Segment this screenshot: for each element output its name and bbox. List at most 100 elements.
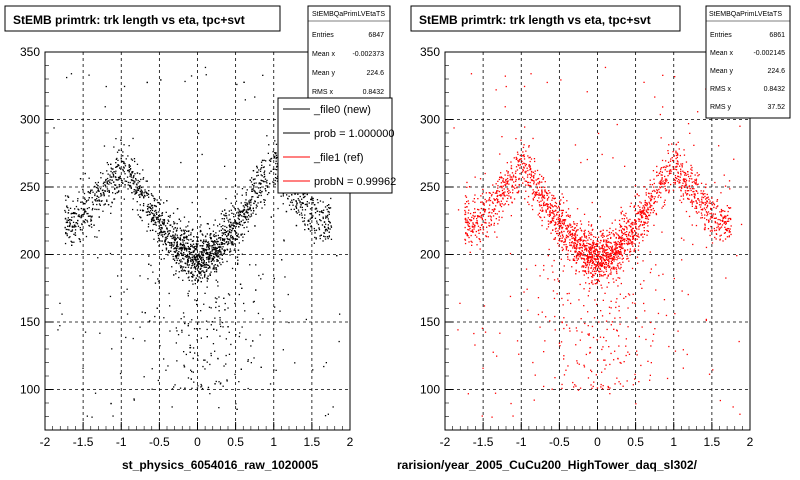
data-point — [176, 234, 178, 236]
data-point — [502, 178, 505, 180]
data-point — [157, 219, 159, 221]
data-point — [282, 193, 284, 195]
data-point — [176, 360, 178, 362]
data-point — [263, 176, 265, 178]
data-point — [164, 239, 167, 241]
data-point — [608, 231, 610, 233]
data-point — [296, 212, 298, 214]
data-point — [183, 269, 185, 272]
data-point — [663, 299, 666, 301]
data-point — [89, 225, 91, 227]
data-point — [187, 230, 190, 233]
data-point — [216, 255, 218, 258]
data-point — [183, 216, 186, 218]
data-point — [619, 223, 621, 225]
data-point — [191, 262, 193, 265]
data-point — [208, 257, 211, 259]
data-point — [625, 239, 628, 242]
data-point — [573, 221, 575, 223]
data-point — [553, 238, 555, 240]
data-point — [220, 253, 222, 255]
data-point — [501, 177, 503, 179]
data-point — [214, 241, 217, 243]
data-point — [230, 237, 232, 239]
data-point — [581, 236, 583, 238]
data-point — [620, 241, 622, 243]
data-point — [206, 328, 208, 331]
data-point — [185, 226, 187, 228]
data-point — [631, 223, 633, 225]
data-point — [573, 223, 575, 225]
data-point — [179, 261, 181, 263]
data-point — [551, 199, 553, 201]
data-point — [596, 279, 598, 281]
data-point — [123, 198, 125, 200]
data-point — [78, 209, 80, 211]
data-point — [699, 201, 701, 203]
data-point — [218, 381, 220, 383]
data-point — [593, 264, 596, 266]
data-point — [662, 106, 664, 108]
data-point — [567, 258, 569, 260]
data-point — [243, 227, 245, 229]
data-point — [496, 355, 498, 357]
data-point — [189, 344, 191, 346]
data-point — [690, 168, 692, 170]
data-point — [235, 235, 238, 237]
data-point — [297, 198, 299, 200]
data-point — [464, 242, 467, 245]
data-point — [121, 181, 123, 183]
data-point — [243, 216, 246, 218]
data-point — [660, 182, 662, 185]
data-point — [141, 192, 143, 194]
data-point — [477, 216, 479, 218]
data-point — [593, 317, 596, 319]
data-point — [642, 216, 644, 218]
data-point — [110, 182, 112, 185]
data-point — [223, 229, 225, 231]
data-point — [474, 226, 476, 228]
data-point — [183, 316, 185, 318]
data-point — [252, 196, 254, 198]
data-point — [470, 219, 473, 221]
data-point — [650, 195, 652, 197]
data-point — [183, 258, 185, 260]
data-point — [563, 219, 566, 221]
data-point — [84, 210, 86, 212]
data-point — [589, 243, 591, 245]
data-point — [704, 195, 706, 198]
data-point — [519, 154, 521, 157]
data-point — [147, 193, 150, 196]
data-point — [133, 181, 135, 183]
data-point — [590, 256, 592, 258]
data-point — [208, 243, 210, 245]
data-point — [539, 181, 541, 184]
data-point — [687, 173, 689, 176]
data-point — [229, 225, 231, 227]
data-point — [617, 253, 619, 255]
data-point — [704, 224, 706, 226]
data-point — [588, 262, 591, 264]
data-point — [109, 179, 111, 181]
data-point — [182, 243, 185, 245]
data-point — [605, 242, 607, 244]
data-point — [181, 266, 183, 268]
data-point — [73, 212, 75, 215]
data-point — [159, 345, 161, 347]
data-point — [622, 261, 624, 263]
data-point — [490, 219, 493, 222]
data-point — [230, 250, 232, 252]
data-point — [107, 173, 109, 175]
data-point — [173, 274, 175, 276]
data-point — [646, 202, 648, 204]
data-point — [91, 209, 93, 211]
data-point — [159, 232, 161, 234]
data-point — [610, 352, 612, 355]
data-point — [571, 233, 573, 235]
data-point — [545, 316, 547, 318]
data-point — [634, 373, 636, 376]
data-point — [570, 244, 572, 246]
data-point — [561, 249, 564, 252]
data-point — [137, 182, 139, 184]
data-point — [241, 188, 244, 190]
